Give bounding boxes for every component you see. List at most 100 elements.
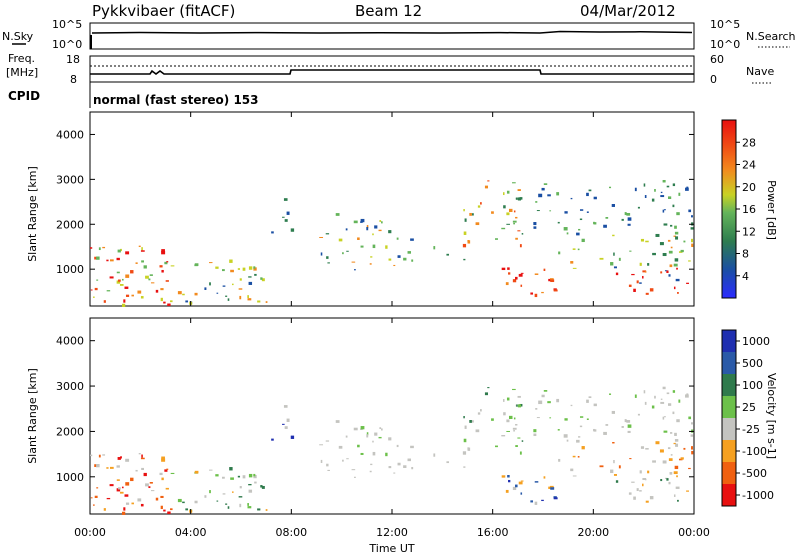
- velocity-echo: [572, 455, 576, 458]
- station-title: Pykkvibaer (fitACF): [92, 2, 235, 20]
- x-tick-label: 04:00: [175, 526, 207, 539]
- velocity-echo: [691, 422, 693, 425]
- velocity-echo: [505, 489, 509, 493]
- power-echo: [672, 183, 676, 187]
- velocity-echo: [140, 457, 145, 460]
- power-echo: [369, 263, 372, 265]
- velocity-echo: [593, 403, 597, 407]
- power-echo: [533, 226, 537, 229]
- power-echo: [647, 263, 650, 266]
- power-echo: [547, 194, 551, 197]
- power-echo: [90, 247, 93, 249]
- power-echo: [680, 249, 684, 253]
- velocity-echo: [662, 386, 666, 390]
- velocity-echo: [116, 488, 121, 492]
- velocity-echo: [669, 472, 673, 475]
- velocity-echo: [145, 483, 149, 487]
- velocity-echo: [670, 454, 673, 456]
- velocity-echo: [397, 462, 401, 466]
- power-echo: [578, 228, 581, 231]
- power-echo: [652, 252, 656, 256]
- power-echo: [660, 271, 663, 274]
- power-y-ticks: 1000 2000 3000 4000: [56, 128, 694, 276]
- velocity-echo: [96, 487, 99, 489]
- power-echo: [372, 233, 374, 236]
- power-echo: [678, 192, 681, 196]
- power-echo: [639, 262, 642, 266]
- velocity-echo: [672, 390, 676, 393]
- power-echo: [624, 212, 627, 216]
- beam-title: Beam 12: [355, 2, 422, 20]
- power-echo: [673, 263, 678, 267]
- velocity-echo: [660, 478, 663, 482]
- velocity-echo: [484, 392, 489, 396]
- power-echo: [662, 209, 665, 213]
- velocity-echo: [593, 429, 597, 432]
- power-echo: [659, 242, 664, 246]
- colorbar-block: [722, 484, 736, 506]
- power-echo: [520, 272, 524, 274]
- power-echo: [239, 278, 242, 281]
- velocity-echo: [676, 475, 678, 478]
- velocity-echo: [170, 508, 173, 511]
- velocity-echo: [164, 469, 168, 472]
- velocity-echo: [238, 496, 243, 498]
- power-echo: [98, 247, 101, 251]
- velocity-echo: [651, 405, 655, 409]
- velocity-echo: [242, 475, 246, 479]
- velocity-echo: [326, 463, 329, 467]
- power-echo: [593, 222, 597, 225]
- velocity-echo: [506, 397, 510, 401]
- power-echo: [517, 189, 521, 191]
- xlabel-time: Time UT: [368, 542, 414, 554]
- power-echo: [182, 293, 185, 296]
- power-echo: [663, 223, 668, 226]
- power-echo: [225, 295, 228, 297]
- power-echo: [517, 197, 522, 201]
- velocity-echo: [517, 395, 521, 398]
- power-echo: [346, 250, 349, 252]
- power-echo: [662, 179, 666, 183]
- velocity-echo: [325, 440, 330, 442]
- power-echo: [130, 270, 134, 274]
- power-echo: [558, 251, 561, 255]
- power-echo: [643, 183, 646, 187]
- power-echo: [161, 249, 165, 253]
- power-echo: [261, 278, 265, 282]
- velocity-echo: [354, 476, 356, 478]
- power-echo: [109, 259, 114, 262]
- power-echo: [501, 267, 506, 271]
- power-echo: [686, 282, 689, 284]
- velocity-echo: [247, 506, 252, 509]
- velocity-echo: [215, 474, 219, 477]
- velocity-marks: [90, 386, 694, 515]
- velocity-echo: [608, 393, 612, 395]
- velocity-echo: [137, 498, 142, 502]
- power-echo: [119, 284, 124, 286]
- velocity-echo: [118, 487, 121, 490]
- power-echo: [593, 196, 597, 200]
- velocity-echo: [90, 497, 93, 499]
- velocity-echo: [487, 387, 490, 389]
- power-echo: [286, 211, 290, 215]
- noise-right-label: N.Search: [746, 30, 796, 43]
- velocity-echo: [116, 479, 120, 481]
- velocity-ylabel: Slant Range [km]: [26, 368, 39, 464]
- velocity-echo: [639, 470, 642, 474]
- velocity-echo: [642, 478, 647, 480]
- power-echo: [538, 193, 543, 198]
- power-echo: [463, 209, 465, 212]
- colorbar-tick-label: 4: [742, 270, 749, 283]
- colorbar-tick-label: 24: [742, 159, 756, 172]
- power-echo: [662, 252, 667, 257]
- power-echo: [631, 273, 635, 276]
- power-echo: [242, 267, 246, 271]
- power-echo: [676, 212, 680, 216]
- velocity-echo: [688, 416, 692, 420]
- velocity-x-ticks: 00:00 04:00 08:00 12:00 16:00 20:00 00:00: [74, 112, 710, 539]
- power-echo: [320, 252, 323, 256]
- power-echo: [471, 213, 474, 216]
- power-echo: [138, 245, 141, 247]
- velocity-echo: [647, 470, 650, 474]
- velocity-echo: [290, 435, 295, 439]
